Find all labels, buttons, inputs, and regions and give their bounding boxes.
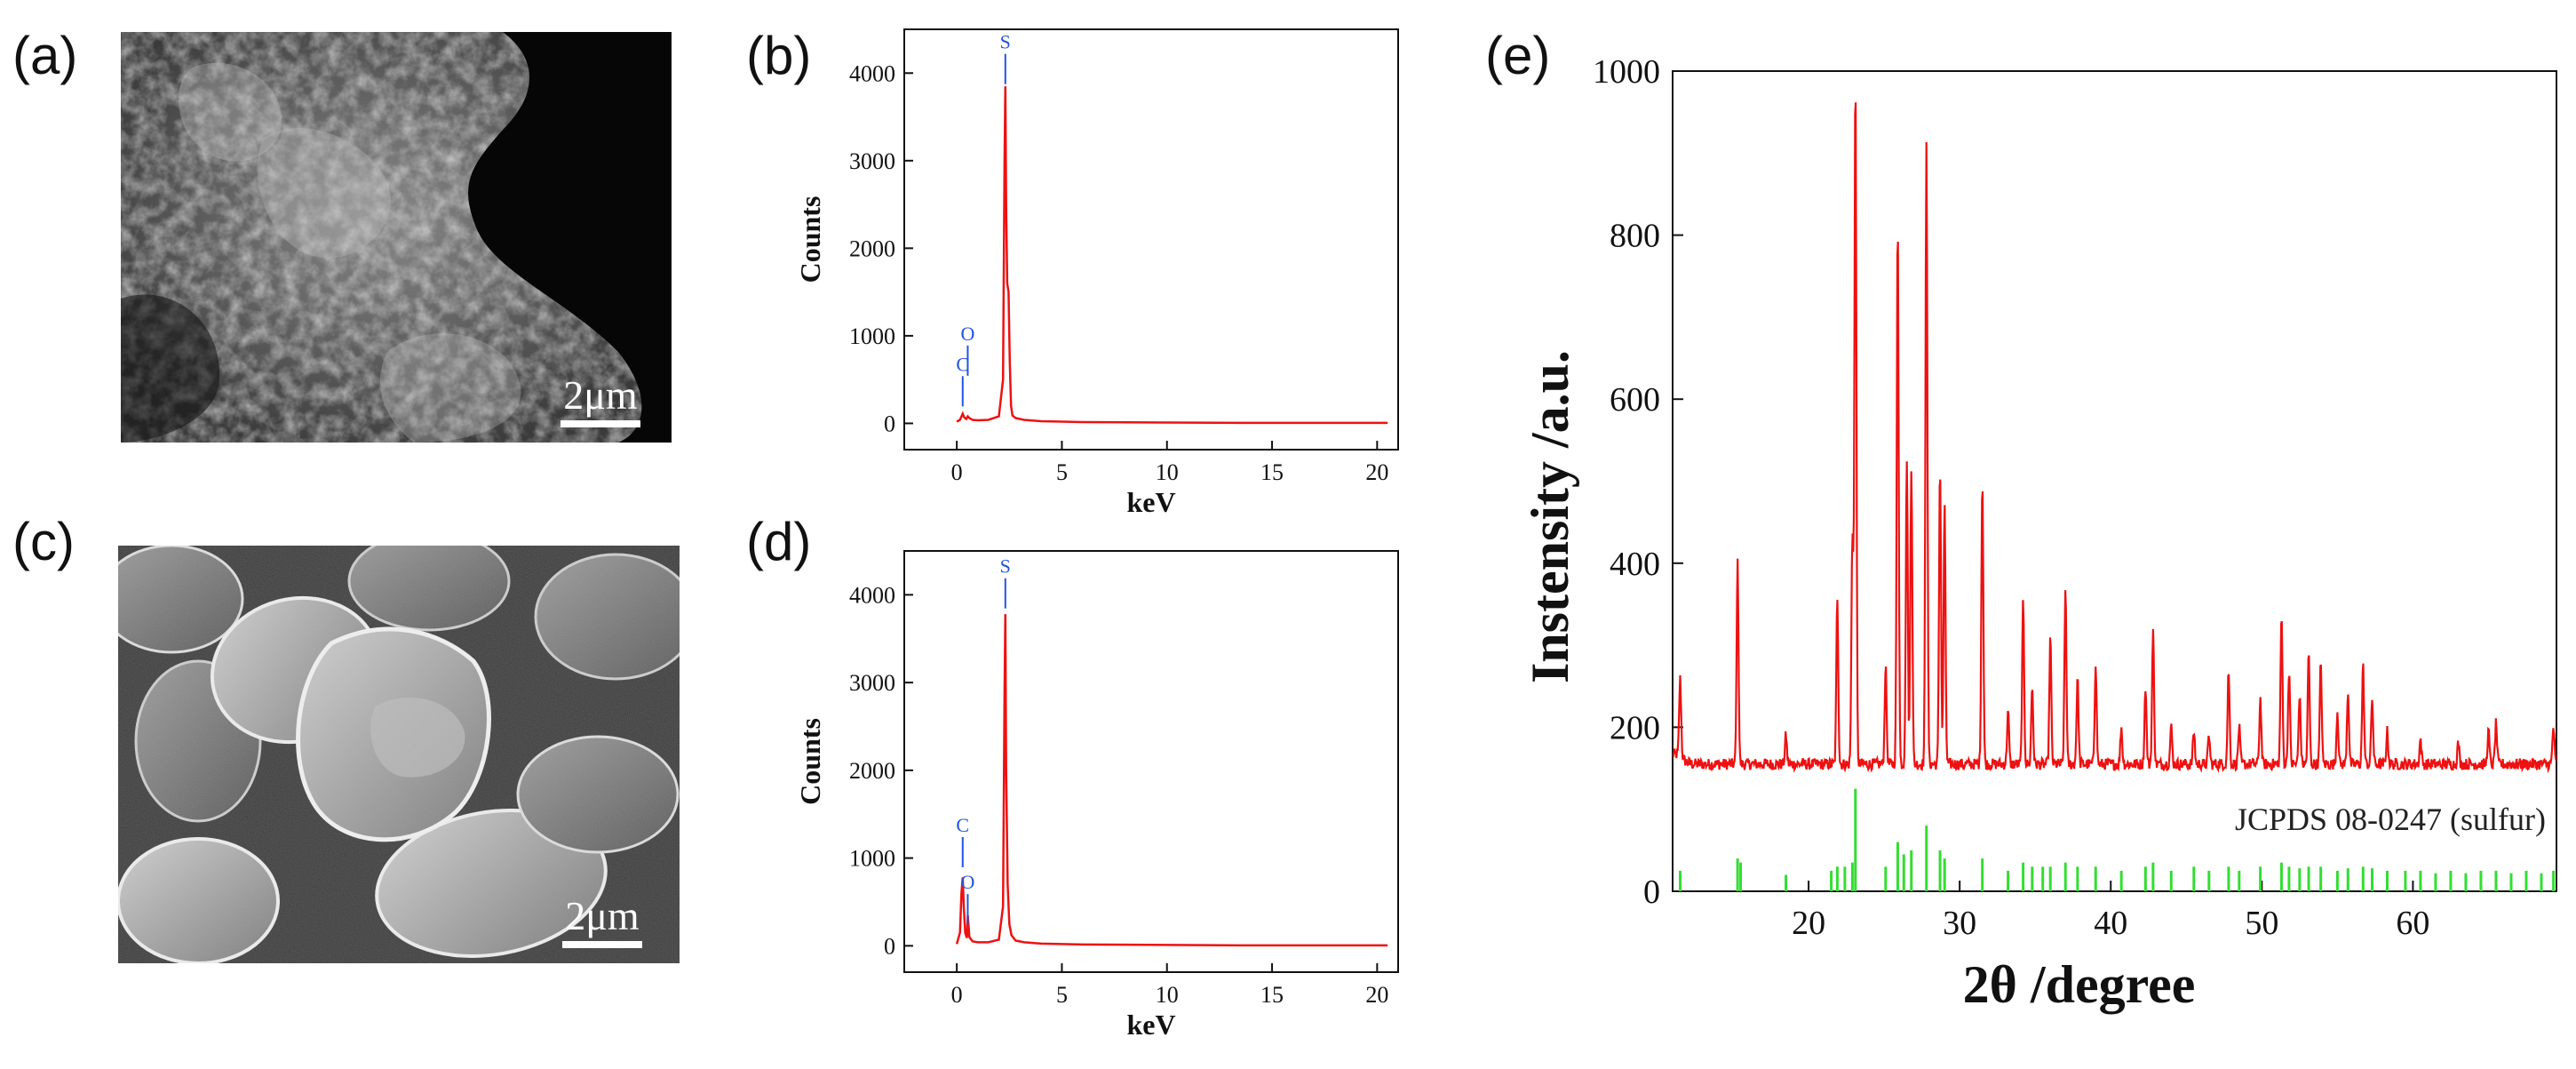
element-label-o: O xyxy=(961,323,975,345)
x-tick-label: 15 xyxy=(1260,459,1284,485)
y-tick-label: 0 xyxy=(884,411,895,436)
panel-label-c: (c) xyxy=(12,512,75,571)
element-label-c: C xyxy=(956,353,969,375)
scale-label-c: 2μm xyxy=(565,893,640,938)
element-label-s: S xyxy=(1000,31,1011,53)
scale-bar-a: 2μm xyxy=(561,371,640,427)
y-tick-label: 3000 xyxy=(849,148,895,174)
scale-bar-line-c xyxy=(562,941,642,948)
plot-frame xyxy=(903,28,1399,451)
y-axis-label: Counts xyxy=(794,196,826,283)
panel-label-d: (d) xyxy=(746,512,812,571)
y-tick-label: 1000 xyxy=(849,323,895,349)
panel-label-a: (a) xyxy=(12,26,78,85)
panel-label-e: (e) xyxy=(1485,26,1551,85)
y-tick-label: 2000 xyxy=(849,235,895,261)
scale-bar-line-a xyxy=(561,420,640,427)
panel-label-b: (b) xyxy=(746,26,812,85)
x-tick-label: 20 xyxy=(1365,459,1388,485)
spectrum-line xyxy=(956,86,1388,425)
sem-image-a: 2μm xyxy=(121,32,672,443)
scale-label-a: 2μm xyxy=(563,372,638,418)
sem-image-c: 2μm xyxy=(118,546,680,963)
x-tick-label: 10 xyxy=(1156,459,1179,485)
scale-bar-c: 2μm xyxy=(562,892,642,948)
x-axis-label: keV xyxy=(1126,486,1175,518)
y-tick-label: 4000 xyxy=(849,60,895,86)
x-tick-label: 5 xyxy=(1056,459,1068,485)
x-tick-label: 0 xyxy=(951,459,963,485)
